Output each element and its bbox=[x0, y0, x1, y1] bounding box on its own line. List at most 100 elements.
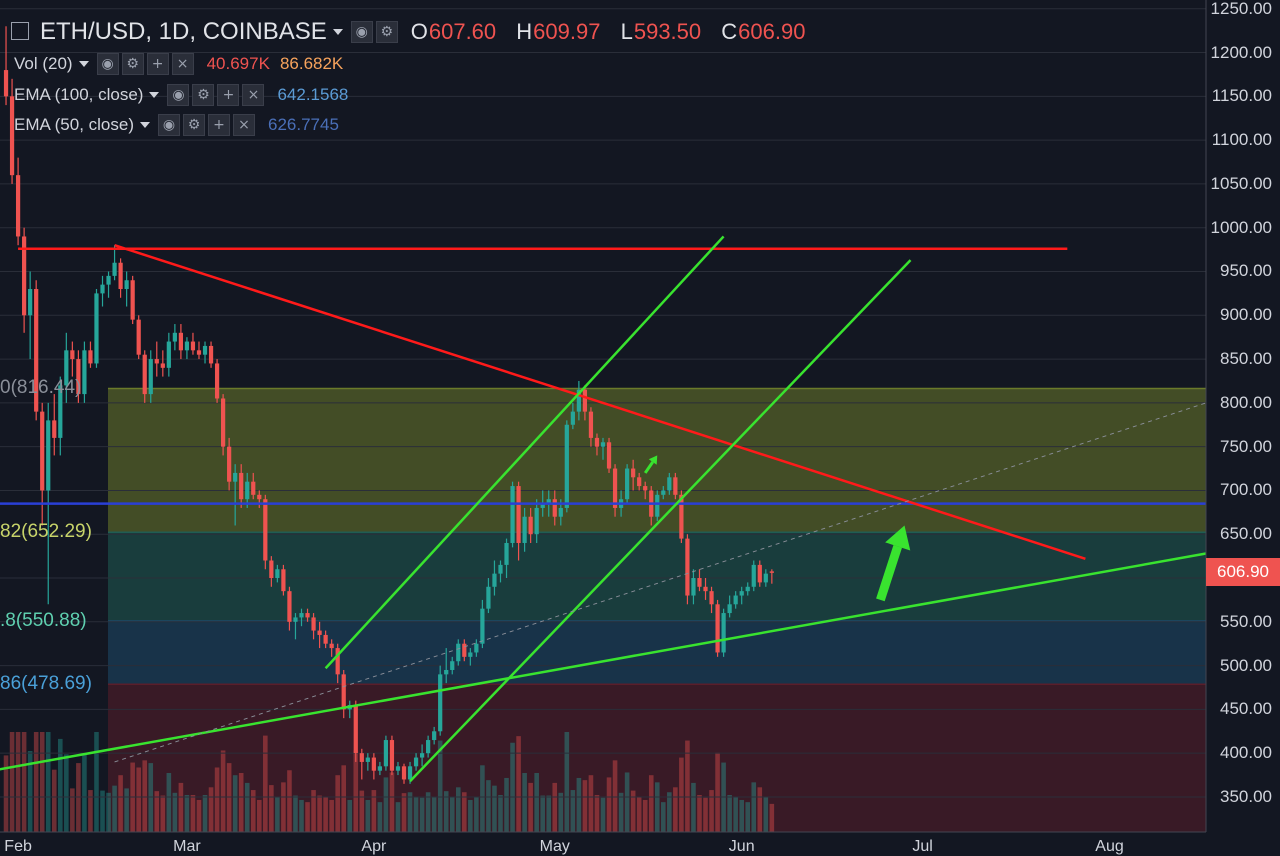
trendline bbox=[324, 235, 725, 670]
candle-body bbox=[233, 472, 238, 482]
candle-body bbox=[588, 411, 594, 438]
candle-body bbox=[220, 398, 226, 447]
plus-icon[interactable]: + bbox=[208, 114, 230, 136]
candle-body bbox=[673, 477, 678, 495]
volume-bar bbox=[443, 791, 449, 832]
price-tick-label: 1150.00 bbox=[1211, 86, 1272, 106]
volume-bar bbox=[238, 773, 244, 832]
gear-icon[interactable]: ⚙ bbox=[183, 114, 205, 136]
candle-body bbox=[64, 350, 69, 386]
candle-body bbox=[202, 345, 208, 355]
gear-icon[interactable]: ⚙ bbox=[192, 84, 215, 106]
price-tick-label: 500.00 bbox=[1220, 655, 1272, 675]
gear-icon[interactable]: ⚙ bbox=[121, 53, 144, 75]
volume-bar bbox=[576, 777, 582, 832]
chevron-down-icon[interactable] bbox=[332, 29, 343, 35]
volume-bar bbox=[275, 797, 280, 832]
volume-bar bbox=[281, 782, 286, 832]
volume-bar bbox=[654, 782, 660, 832]
volume-bar bbox=[305, 802, 310, 832]
volume-bar bbox=[431, 797, 437, 832]
volume-bar bbox=[389, 772, 395, 832]
volume-bar bbox=[618, 792, 624, 832]
close-icon[interactable]: × bbox=[242, 84, 265, 106]
candle-body bbox=[709, 591, 714, 605]
eye-icon[interactable]: ◉ bbox=[167, 84, 190, 106]
volume-bar bbox=[94, 732, 99, 832]
candle-body bbox=[727, 604, 732, 614]
candle-body bbox=[474, 643, 479, 653]
trendline bbox=[114, 244, 1086, 560]
volume-bar bbox=[82, 753, 87, 832]
candle-body bbox=[371, 757, 376, 771]
close-icon[interactable]: × bbox=[233, 114, 255, 136]
price-tick-label: 750.00 bbox=[1220, 436, 1272, 456]
candle-body bbox=[329, 643, 334, 649]
volume-bar bbox=[112, 785, 117, 832]
candle-body bbox=[245, 481, 250, 500]
candle-body bbox=[739, 591, 744, 596]
volume-bar bbox=[45, 732, 51, 832]
gear-icon[interactable]: ⚙ bbox=[375, 21, 398, 43]
fib-level-label: .8(550.88) bbox=[0, 610, 87, 632]
chevron-down-icon[interactable] bbox=[140, 122, 150, 128]
candle-body bbox=[383, 740, 389, 767]
plus-icon[interactable]: + bbox=[146, 53, 169, 75]
volume-bar bbox=[263, 735, 268, 832]
candle-body bbox=[118, 262, 123, 290]
candle-body bbox=[679, 494, 684, 539]
price-tick-label: 450.00 bbox=[1220, 699, 1272, 719]
candle-body bbox=[214, 363, 220, 399]
volume-bar bbox=[244, 782, 250, 832]
eye-icon[interactable]: ◉ bbox=[96, 53, 119, 75]
volume-bar bbox=[528, 782, 533, 832]
candle-body bbox=[438, 674, 443, 732]
candle-body bbox=[28, 289, 33, 316]
volume-bar bbox=[612, 760, 618, 832]
candle-body bbox=[293, 617, 298, 622]
candle-body bbox=[100, 284, 105, 294]
volume-bar bbox=[76, 763, 81, 832]
candle-body bbox=[22, 236, 27, 316]
legend-collapse-checkbox[interactable] bbox=[11, 22, 29, 40]
volume-bar bbox=[226, 763, 232, 832]
candle-body bbox=[82, 350, 87, 395]
volume-bar bbox=[733, 797, 738, 832]
plus-icon[interactable]: + bbox=[217, 84, 240, 106]
volume-bar bbox=[27, 751, 33, 832]
indicator-label[interactable]: EMA (100, close) bbox=[14, 85, 144, 104]
close-icon[interactable]: × bbox=[171, 53, 194, 75]
volume-bar bbox=[21, 732, 27, 832]
candle-body bbox=[323, 634, 328, 644]
volume-bar bbox=[407, 792, 413, 832]
volume-bar bbox=[359, 790, 365, 832]
symbol-title[interactable]: ETH/USD, 1D, COINBASE bbox=[40, 18, 327, 45]
volume-bar bbox=[256, 799, 262, 832]
volume-bar bbox=[269, 785, 274, 832]
volume-bar bbox=[522, 773, 527, 832]
eye-icon[interactable]: ◉ bbox=[158, 114, 180, 136]
candle-body bbox=[582, 389, 588, 412]
candle-body bbox=[631, 468, 636, 478]
indicator-label[interactable]: Vol (20) bbox=[14, 54, 73, 73]
volume-bar bbox=[546, 795, 552, 832]
candle-body bbox=[287, 591, 292, 622]
trendline bbox=[0, 552, 1207, 771]
candle-body bbox=[299, 613, 304, 618]
candle-body bbox=[552, 499, 557, 517]
trend-drawings bbox=[0, 235, 1207, 783]
volume-bar bbox=[679, 757, 684, 832]
chevron-down-icon[interactable] bbox=[149, 92, 160, 98]
candle-body bbox=[480, 608, 485, 644]
chevron-down-icon[interactable] bbox=[78, 61, 89, 67]
volume-bar bbox=[751, 782, 757, 832]
last-price-tag: 606.90 bbox=[1206, 557, 1280, 586]
indicator-row-ema50: EMA (50, close) ◉ ⚙ + × 626.7745 bbox=[14, 114, 339, 136]
eye-icon[interactable]: ◉ bbox=[350, 21, 373, 43]
candle-body bbox=[94, 293, 99, 364]
fib-zone bbox=[108, 684, 1206, 832]
arrow-head bbox=[648, 455, 658, 465]
indicator-label[interactable]: EMA (50, close) bbox=[14, 115, 134, 134]
candle-body bbox=[564, 424, 569, 508]
